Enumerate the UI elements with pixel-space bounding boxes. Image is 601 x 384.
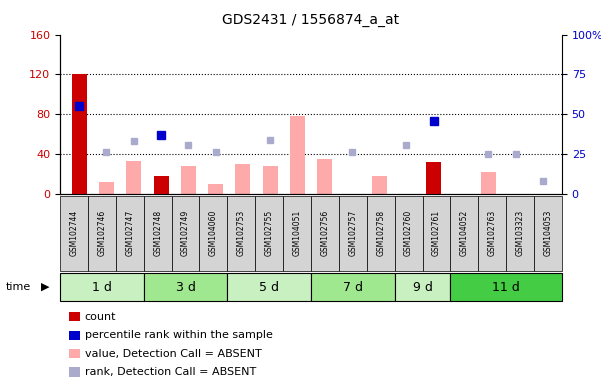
Bar bbox=[236, 164, 251, 194]
Bar bbox=[481, 172, 496, 194]
Text: GSM102744: GSM102744 bbox=[70, 210, 79, 257]
Text: 11 d: 11 d bbox=[492, 281, 520, 293]
Text: 1 d: 1 d bbox=[92, 281, 112, 293]
Text: GSM102753: GSM102753 bbox=[237, 210, 246, 257]
Bar bbox=[317, 159, 332, 194]
Text: GSM102760: GSM102760 bbox=[404, 210, 413, 257]
Text: GSM103323: GSM103323 bbox=[516, 210, 525, 257]
Text: GSM104051: GSM104051 bbox=[293, 210, 302, 257]
Text: GSM104053: GSM104053 bbox=[543, 210, 552, 257]
Text: 3 d: 3 d bbox=[175, 281, 195, 293]
Text: GSM102756: GSM102756 bbox=[320, 210, 329, 257]
Bar bbox=[263, 166, 278, 194]
Bar bbox=[181, 166, 196, 194]
Text: 7 d: 7 d bbox=[343, 281, 363, 293]
Text: ▶: ▶ bbox=[41, 282, 49, 292]
Bar bbox=[126, 161, 141, 194]
Text: percentile rank within the sample: percentile rank within the sample bbox=[85, 330, 273, 340]
Text: GSM102757: GSM102757 bbox=[349, 210, 358, 257]
Text: 9 d: 9 d bbox=[413, 281, 433, 293]
Text: GSM102763: GSM102763 bbox=[488, 210, 497, 257]
Text: GDS2431 / 1556874_a_at: GDS2431 / 1556874_a_at bbox=[222, 13, 400, 27]
Text: GSM102746: GSM102746 bbox=[97, 210, 106, 257]
Bar bbox=[153, 176, 168, 194]
Text: GSM102749: GSM102749 bbox=[181, 210, 190, 257]
Text: GSM102747: GSM102747 bbox=[125, 210, 134, 257]
Text: GSM102755: GSM102755 bbox=[264, 210, 273, 257]
Bar bbox=[99, 182, 114, 194]
Text: rank, Detection Call = ABSENT: rank, Detection Call = ABSENT bbox=[85, 367, 256, 377]
Text: count: count bbox=[85, 312, 116, 322]
Text: GSM104060: GSM104060 bbox=[209, 210, 218, 257]
Text: value, Detection Call = ABSENT: value, Detection Call = ABSENT bbox=[85, 349, 261, 359]
Text: GSM102758: GSM102758 bbox=[376, 210, 385, 257]
Text: time: time bbox=[6, 282, 31, 292]
Text: 5 d: 5 d bbox=[259, 281, 279, 293]
Text: GSM102748: GSM102748 bbox=[153, 210, 162, 257]
Bar bbox=[208, 184, 223, 194]
Bar bbox=[72, 74, 87, 194]
Text: GSM104052: GSM104052 bbox=[460, 210, 469, 257]
Text: GSM102761: GSM102761 bbox=[432, 210, 441, 257]
Bar bbox=[371, 176, 386, 194]
Bar bbox=[290, 116, 305, 194]
Bar bbox=[426, 162, 441, 194]
